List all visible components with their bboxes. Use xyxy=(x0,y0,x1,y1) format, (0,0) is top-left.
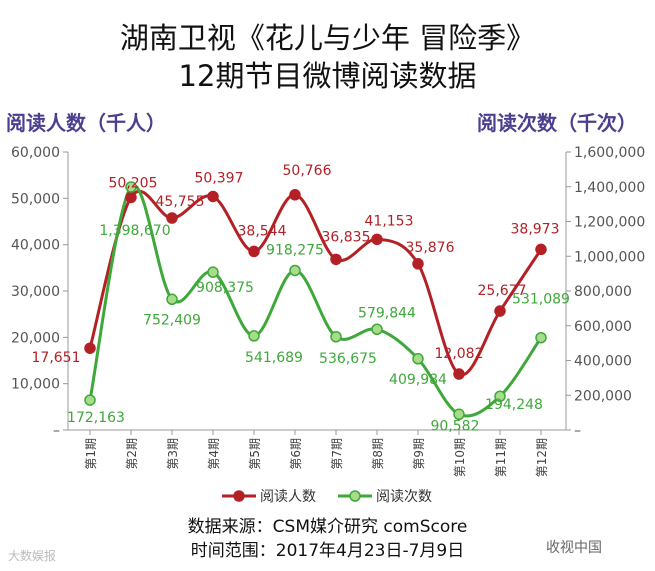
data-point xyxy=(125,191,137,204)
data-label: 36,835 xyxy=(322,229,371,245)
data-label: 579,844 xyxy=(358,305,416,321)
data-point xyxy=(535,243,547,256)
left-tick-label: 10,000 xyxy=(11,377,60,393)
data-label: 536,675 xyxy=(319,351,377,367)
x-tick-label: 第12期 xyxy=(535,438,549,477)
data-point xyxy=(412,258,424,270)
data-label: 50,397 xyxy=(195,170,244,186)
right-tick-label: 400,000 xyxy=(574,354,632,370)
data-label: 541,689 xyxy=(245,350,303,366)
axes: – 10,000 20,000 30,000 40,000 50,000 60,000 – 20… xyxy=(11,145,645,477)
data-point xyxy=(371,233,383,246)
right-tick-label: 1,000,000 xyxy=(574,249,645,265)
data-point xyxy=(289,189,301,201)
data-label: 1,398,670 xyxy=(99,223,170,239)
data-point xyxy=(166,293,178,306)
data-label: 45,755 xyxy=(156,194,205,210)
data-point xyxy=(494,390,506,402)
watermark-left: 大数娱报 xyxy=(8,549,57,563)
data-label: 41,153 xyxy=(365,213,414,229)
data-point xyxy=(535,331,547,344)
right-axis-title: 阅读次数（千次） xyxy=(477,111,637,135)
data-label: 50,766 xyxy=(283,163,332,179)
data-point xyxy=(248,245,260,258)
x-tick-label: 第5期 xyxy=(248,438,262,470)
x-tick-label: 第6期 xyxy=(289,438,303,470)
data-point xyxy=(207,266,219,278)
data-label: 908,375 xyxy=(196,280,254,296)
right-tick-label: 800,000 xyxy=(574,284,632,300)
data-point xyxy=(84,342,96,354)
data-point xyxy=(412,353,424,365)
data-label: 194,248 xyxy=(485,397,543,413)
source-note: 数据来源：CSM媒介研究 comScore xyxy=(187,517,468,537)
chart-title-line2: 12期节目微博阅读数据 xyxy=(178,59,477,93)
data-label: 90,582 xyxy=(431,418,480,434)
legend-marker xyxy=(233,490,245,502)
data-point xyxy=(207,190,219,203)
right-tick-label: – xyxy=(574,423,581,439)
right-tick-label: 1,600,000 xyxy=(574,145,645,161)
legend: 阅读人数 阅读次数 xyxy=(222,488,432,505)
x-tick-label: 第10期 xyxy=(453,438,467,477)
legend-label: 阅读人数 xyxy=(260,488,316,505)
data-label: 12,082 xyxy=(435,346,484,362)
x-tick-label: 第1期 xyxy=(84,438,98,470)
series-line-2 xyxy=(88,183,543,418)
x-tick-label: 第3期 xyxy=(166,438,180,470)
right-tick-label: 600,000 xyxy=(574,319,632,335)
series-lines xyxy=(88,183,543,418)
data-point xyxy=(125,181,137,193)
x-tick-label: 第8期 xyxy=(371,438,385,470)
x-tick-label: 第11期 xyxy=(494,438,508,477)
data-point xyxy=(166,212,178,224)
data-point xyxy=(330,331,342,343)
data-point xyxy=(494,305,506,317)
data-label: 172,163 xyxy=(67,410,125,426)
right-tick-label: 1,200,000 xyxy=(574,215,645,231)
left-tick-label: 20,000 xyxy=(11,330,60,346)
left-tick-label: – xyxy=(53,423,60,439)
data-point xyxy=(289,264,301,277)
x-tick-label: 第4期 xyxy=(207,438,221,470)
left-tick-label: 50,000 xyxy=(11,191,60,207)
data-point xyxy=(371,323,383,336)
left-tick-label: 60,000 xyxy=(11,145,60,161)
data-point xyxy=(84,394,96,406)
data-point xyxy=(453,368,465,380)
data-point xyxy=(330,253,342,266)
left-tick-label: 40,000 xyxy=(11,238,60,254)
watermark-right: 收视中国 xyxy=(546,540,602,556)
data-label: 50,205 xyxy=(109,175,158,191)
right-tick-label: 200,000 xyxy=(574,388,632,404)
period-note: 时间范围：2017年4月23日-7月9日 xyxy=(190,541,465,561)
data-label: 752,409 xyxy=(143,312,201,328)
chart-title-line1: 湖南卫视《花儿与少年 冒险季》 xyxy=(119,21,536,55)
legend-label: 阅读次数 xyxy=(376,488,432,505)
data-label: 531,089 xyxy=(512,292,570,308)
data-point xyxy=(453,408,465,421)
data-label: 38,544 xyxy=(238,223,287,239)
data-label: 35,876 xyxy=(406,240,455,256)
data-label: 25,677 xyxy=(478,283,527,299)
chart-area: 阅读人数（千人） 阅读次数（千次） – 10,000 20,000 30,000 40,… xyxy=(6,111,645,505)
data-label: 409,984 xyxy=(389,372,447,388)
data-label: 38,973 xyxy=(511,221,560,237)
series-points xyxy=(84,181,547,421)
right-tick-label: 1,400,000 xyxy=(574,180,645,196)
left-tick-label: 30,000 xyxy=(11,284,60,300)
legend-marker xyxy=(349,490,361,502)
data-label: 918,275 xyxy=(266,242,324,258)
data-label: 17,651 xyxy=(32,350,81,366)
left-axis-title: 阅读人数（千人） xyxy=(6,111,166,135)
x-tick-label: 第7期 xyxy=(330,438,344,470)
x-tick-label: 第9期 xyxy=(412,438,426,470)
data-point xyxy=(248,330,260,342)
data-labels: 17,651 50,205 45,755 50,397 38,544 50,766 36,8… xyxy=(32,163,570,434)
x-tick-label: 第2期 xyxy=(125,438,139,470)
